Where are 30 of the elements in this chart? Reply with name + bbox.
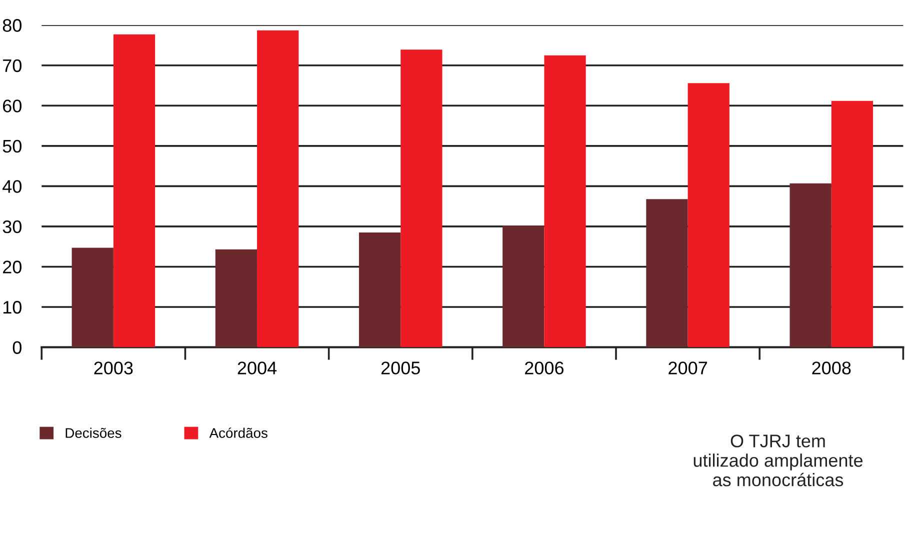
x-tick-label: 2005 (381, 362, 420, 374)
y-tick-label: 20 (3, 260, 22, 274)
y-tick-label: 70 (3, 59, 22, 72)
bar (358, 232, 401, 348)
bar (72, 248, 114, 348)
bar (544, 55, 586, 348)
y-tick-label: 80 (2, 19, 22, 32)
x-tick-label: 2003 (94, 362, 133, 374)
legend-label: Decisões (66, 428, 122, 438)
y-tick-label: 0 (12, 341, 22, 354)
bar (215, 249, 258, 348)
bar (502, 226, 544, 348)
x-tick-label: 2008 (812, 362, 851, 374)
text: O TJRJ tem utilizado amplamente as monocráticas (694, 434, 863, 486)
x-tick-label: 2007 (668, 362, 707, 374)
bar (400, 50, 442, 348)
x-tick-label: 2004 (238, 362, 277, 374)
bar (790, 183, 832, 348)
y-tick-label: 30 (2, 220, 22, 234)
y-tick-label: 60 (3, 100, 22, 112)
bar (831, 100, 874, 348)
bar (688, 83, 730, 348)
bar (646, 199, 688, 348)
y-tick-label: 50 (2, 140, 22, 153)
y-tick-label: 40 (2, 180, 22, 193)
x-tick-label: 2006 (525, 362, 564, 374)
legend-label: Acórdãos (209, 428, 268, 438)
bar (257, 30, 299, 348)
bar (113, 34, 156, 348)
y-tick-label: 10 (3, 300, 22, 314)
